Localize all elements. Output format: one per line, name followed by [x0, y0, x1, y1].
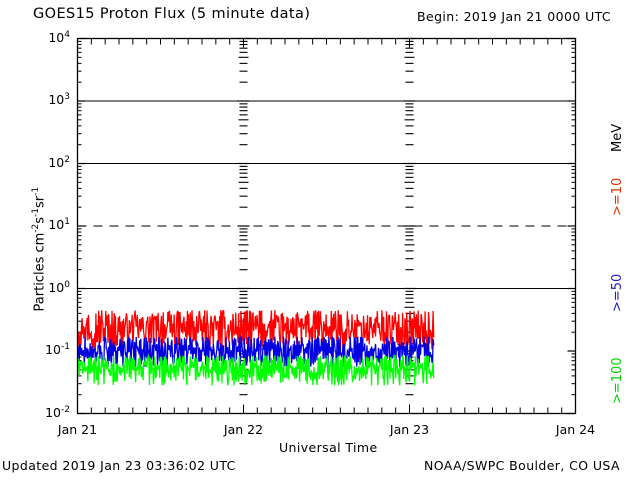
x-axis-title: Universal Time [279, 440, 378, 455]
series-trace [77, 353, 435, 386]
y-tick-label: 100 [48, 279, 70, 295]
y-tick-label: 10-1 [45, 342, 70, 358]
x-tick-label: Jan 24 [555, 421, 596, 437]
footer-source-label: NOAA/SWPC Boulder, CO USA [424, 458, 620, 473]
x-tick-label: Jan 22 [223, 421, 264, 437]
series-trace [76, 334, 435, 368]
page-title: GOES15 Proton Flux (5 minute data) [33, 6, 311, 22]
y-tick-label: 104 [48, 29, 70, 45]
y-axis-title-text: Particles cm [32, 232, 48, 312]
legend-item-p100: >=100 [610, 357, 625, 404]
plot-frame [76, 37, 577, 415]
y-tick-label: 10-2 [45, 404, 70, 420]
begin-time-label: Begin: 2019 Jan 21 0000 UTC [417, 9, 612, 24]
y-tick-label: 101 [48, 217, 70, 233]
y-tick-label: 103 [48, 92, 70, 108]
footer-updated-label: Updated 2019 Jan 23 03:36:02 UTC [2, 458, 236, 473]
y-axis-title: Particles cm-2s-1sr-1 [31, 186, 48, 312]
y-tick-label: 102 [48, 154, 70, 170]
x-tick-label: Jan 21 [57, 421, 98, 437]
x-tick-label: Jan 23 [389, 421, 430, 437]
legend-unit-label: MeV [610, 123, 625, 152]
legend-item-p50: >=50 [610, 273, 625, 312]
legend-item-p10: >=10 [610, 177, 625, 216]
series-trace [76, 310, 435, 351]
